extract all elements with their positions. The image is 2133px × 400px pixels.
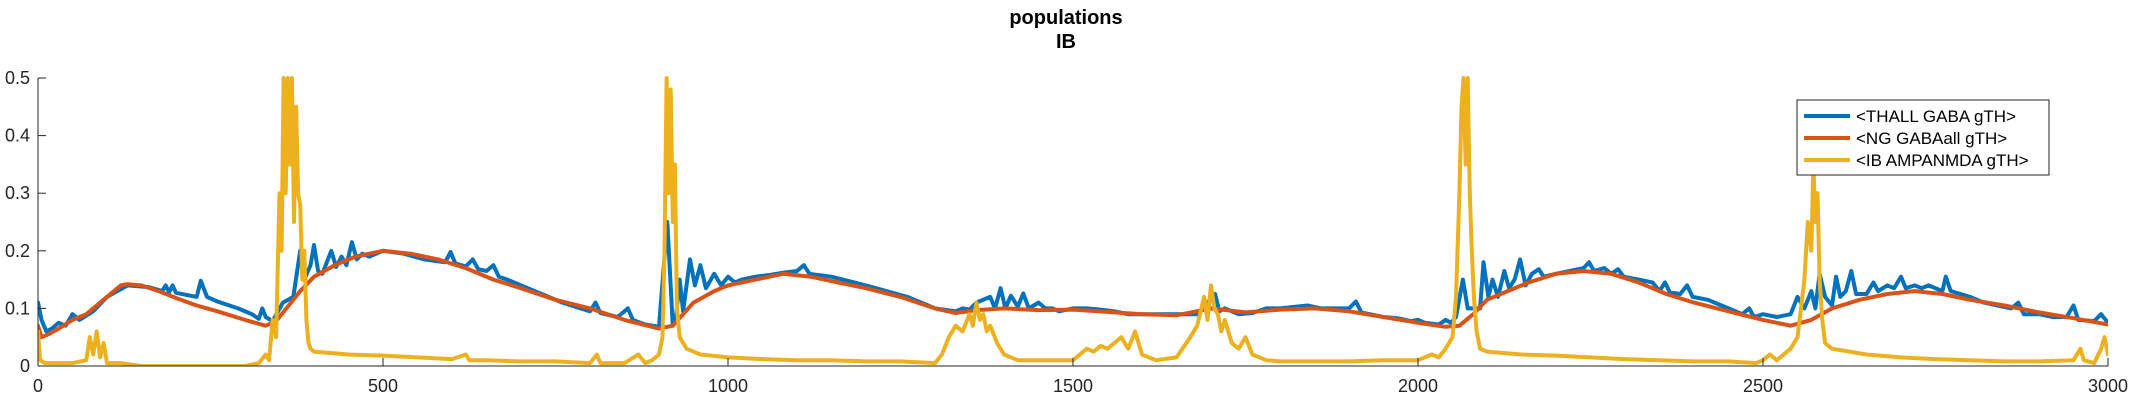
- y-tick-label-0.1: 0.1: [5, 298, 30, 318]
- chart-title-line-2: IB: [1056, 31, 1076, 53]
- series-line-thall-gaba: [38, 220, 2108, 334]
- y-tick-label-0.3: 0.3: [5, 183, 30, 203]
- y-tick-label-0.4: 0.4: [5, 126, 30, 146]
- y-tick-label-0.2: 0.2: [5, 241, 30, 261]
- x-tick-label-2500: 2500: [1743, 376, 1783, 396]
- x-tick-label-1000: 1000: [708, 376, 748, 396]
- y-tick-label-0: 0: [20, 356, 30, 376]
- legend-label-ib: <IB AMPANMDA gTH>: [1856, 151, 2029, 170]
- x-tick-label-0: 0: [33, 376, 43, 396]
- plot-area: [38, 76, 2108, 366]
- axes: 0 500 1000 1500 2000 2500 3000 0 0.1 0.2 0.3 0.4 0.5: [5, 68, 2128, 396]
- x-tick-label-500: 500: [368, 376, 398, 396]
- series-line-ib-ampanmda: [38, 76, 2108, 366]
- chart-title-line-1: populations: [1009, 7, 1122, 29]
- legend-label-ng: <NG GABAall gTH>: [1856, 129, 2007, 148]
- legend-label-thall: <THALL GABA gTH>: [1856, 107, 2016, 126]
- x-tick-label-1500: 1500: [1053, 376, 1093, 396]
- y-tick-label-0.5: 0.5: [5, 68, 30, 88]
- series-line-ng-gabaall: [38, 248, 2108, 340]
- legend: <THALL GABA gTH> <NG GABAall gTH> <IB AM…: [1796, 99, 2050, 176]
- x-tick-label-2000: 2000: [1398, 376, 1438, 396]
- x-tick-label-3000: 3000: [2088, 376, 2128, 396]
